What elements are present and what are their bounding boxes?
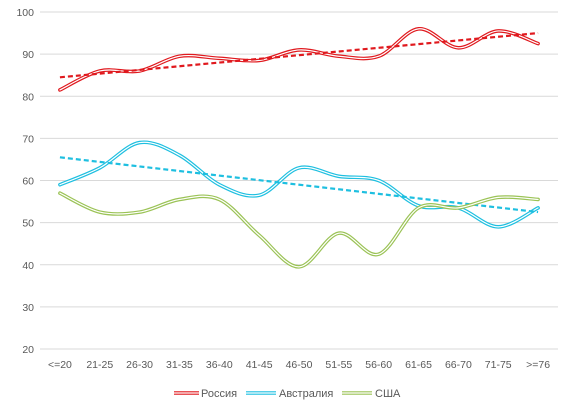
legend-label: Австралия xyxy=(279,388,333,400)
trendline xyxy=(59,156,539,214)
x-tick-label: 61-65 xyxy=(405,359,432,371)
y-tick-label: 100 xyxy=(16,7,34,19)
legend-item: Россия xyxy=(174,388,237,400)
y-tick-label: 50 xyxy=(22,218,34,230)
legend: Россия Австралия США xyxy=(174,388,401,400)
series-line xyxy=(58,27,540,92)
legend-label: Россия xyxy=(201,388,237,400)
y-tick-label: 30 xyxy=(22,302,34,314)
x-tick-label: 46-50 xyxy=(286,359,313,371)
x-tick-label: 66-70 xyxy=(445,359,472,371)
x-tick-label: <=20 xyxy=(48,359,72,371)
series-line-inner xyxy=(59,28,539,91)
x-tick-label: 21-25 xyxy=(86,359,113,371)
legend-item: Австралия xyxy=(246,388,333,400)
legend-item: США xyxy=(342,388,401,400)
series-1 xyxy=(58,27,540,92)
y-tick-label: 20 xyxy=(22,344,34,356)
x-tick-label: 71-75 xyxy=(485,359,512,371)
x-tick-label: 51-55 xyxy=(325,359,352,371)
series-line-inner xyxy=(59,192,539,268)
series-lines xyxy=(58,27,540,269)
trendline xyxy=(59,31,539,79)
y-tick-label: 70 xyxy=(22,133,34,145)
x-axis-tick-labels: <=20 21-25 26-30 31-35 36-40 41-45 46-50 51-55 5… xyxy=(48,359,550,371)
x-tick-label: >=76 xyxy=(526,359,550,371)
gridlines xyxy=(40,11,558,350)
x-tick-label: 41-45 xyxy=(246,359,273,371)
series-3 xyxy=(58,191,540,269)
y-tick-label: 60 xyxy=(22,176,34,188)
y-tick-label: 40 xyxy=(22,260,34,272)
legend-label: США xyxy=(375,388,401,400)
x-tick-label: 31-35 xyxy=(166,359,193,371)
x-tick-label: 36-40 xyxy=(206,359,233,371)
x-tick-label: 56-60 xyxy=(365,359,392,371)
y-tick-label: 80 xyxy=(22,91,34,103)
y-tick-label: 90 xyxy=(22,49,34,61)
x-tick-label: 26-30 xyxy=(126,359,153,371)
y-axis-tick-labels: 20 30 40 50 60 70 80 90 100 xyxy=(16,7,34,356)
